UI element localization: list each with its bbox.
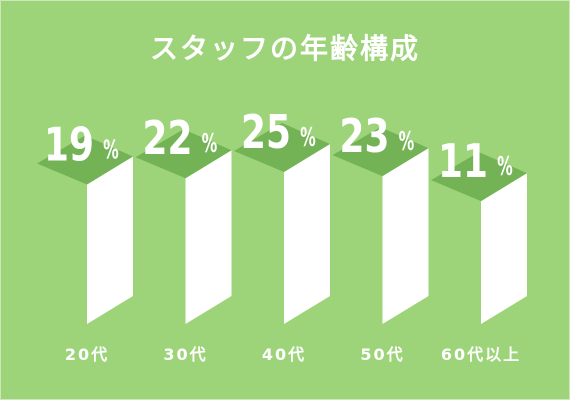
category-label: 30代 bbox=[163, 345, 207, 364]
value-unit: % bbox=[399, 127, 415, 157]
bar-front-50代 bbox=[382, 148, 429, 324]
value-unit: % bbox=[202, 129, 218, 159]
value-label: 25 bbox=[241, 106, 291, 160]
value-unit: % bbox=[497, 152, 513, 182]
value-label-group: 19% 22% 25% 23% 11% bbox=[44, 106, 513, 189]
category-label-group: 20代 30代 40代 50代 60代以上 bbox=[65, 345, 521, 364]
value-unit: % bbox=[103, 135, 119, 165]
category-label: 50代 bbox=[360, 345, 404, 364]
value-label: 11 bbox=[438, 135, 488, 189]
value-label: 22 bbox=[143, 112, 193, 166]
bar-top-30代 bbox=[135, 129, 232, 179]
category-label: 60代以上 bbox=[441, 345, 521, 364]
bar-front-20代 bbox=[87, 156, 133, 324]
bar-front-30代 bbox=[185, 150, 232, 324]
bar-top-40代 bbox=[234, 123, 330, 172]
category-label: 20代 bbox=[65, 345, 109, 364]
bar-front-40代 bbox=[284, 144, 330, 324]
category-label: 40代 bbox=[262, 345, 306, 364]
bar-group bbox=[37, 123, 527, 324]
bar-top-60代以上 bbox=[431, 152, 527, 202]
bar-top-50代 bbox=[332, 127, 429, 177]
bar-front-60代以上 bbox=[481, 173, 527, 324]
value-label: 23 bbox=[340, 110, 390, 164]
chart-title: スタッフの年齢構成 bbox=[150, 32, 420, 65]
bar-top-20代 bbox=[37, 135, 133, 185]
value-label: 19 bbox=[44, 118, 94, 172]
value-unit: % bbox=[300, 123, 316, 153]
